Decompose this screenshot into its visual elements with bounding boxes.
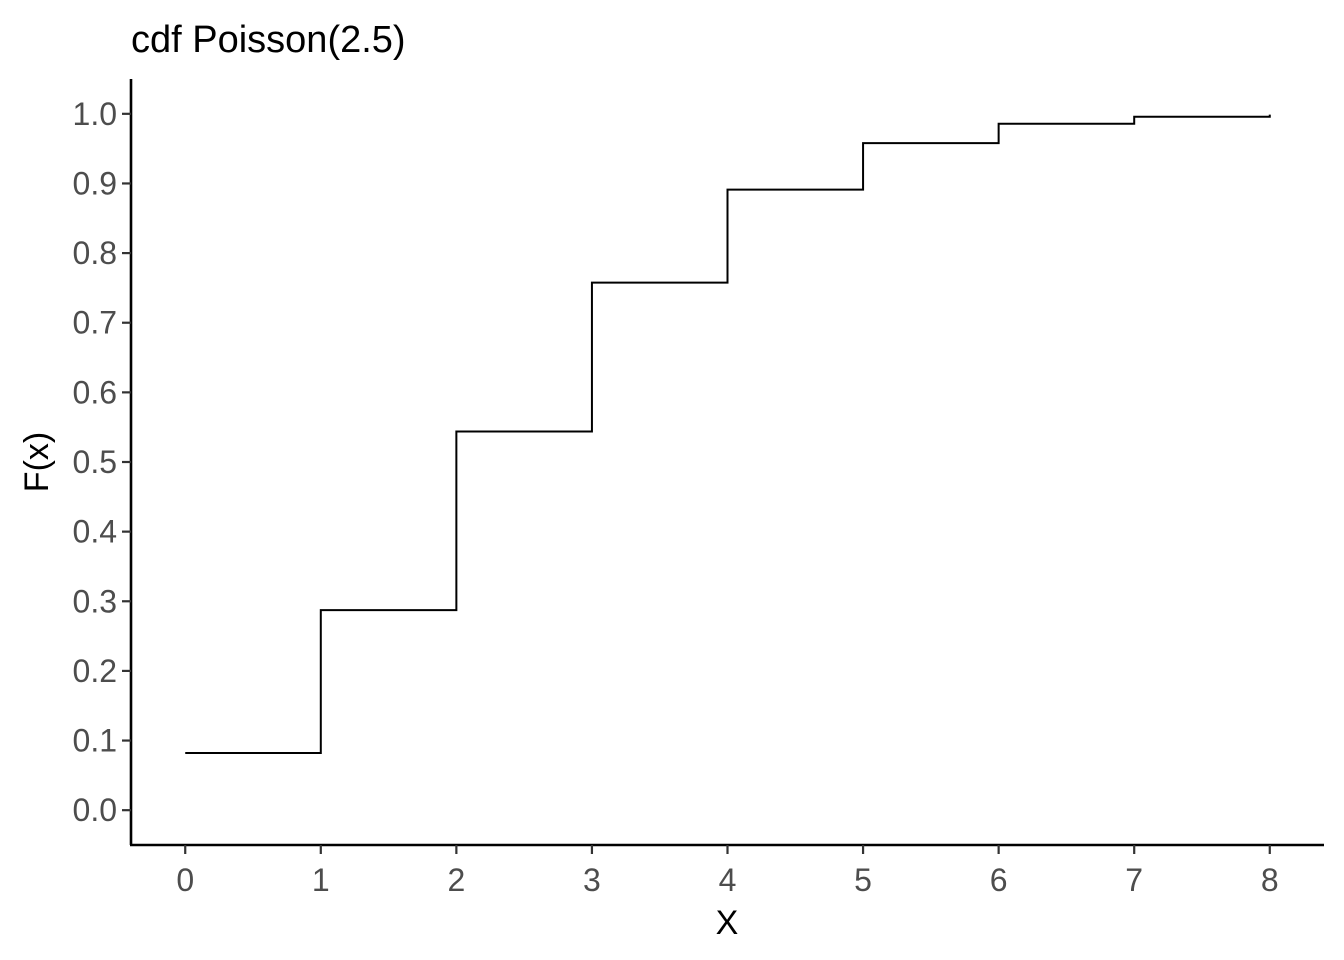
y-axis: 0.0 0.1 0.2 0.3 0.4 0.5 0.6 0.7 0.8 0.9 1.0	[73, 79, 133, 845]
cdf-step-line	[185, 114, 1271, 755]
x-tick-label: 3	[583, 862, 601, 898]
y-tick-label: 0.7	[73, 305, 117, 341]
y-tick-label: 0.4	[73, 514, 117, 550]
y-tick-label: 0.2	[73, 653, 117, 689]
y-tick-label: 0.0	[73, 792, 117, 828]
x-tick-label: 1	[312, 862, 330, 898]
y-tick-label: 0.8	[73, 235, 117, 271]
y-tick-label: 0.5	[73, 444, 117, 480]
x-axis: 0 1 2 3 4 5 6 7 8	[130, 843, 1324, 898]
x-axis-title: X	[716, 904, 739, 942]
x-tick-label: 8	[1261, 862, 1279, 898]
y-tick-label: 1.0	[73, 96, 117, 132]
y-tick-label: 0.3	[73, 583, 117, 619]
series-group	[185, 114, 1271, 755]
x-tick-label: 2	[447, 862, 465, 898]
y-axis-title: F(x)	[18, 432, 56, 492]
x-tick-label: 5	[854, 862, 872, 898]
chart-title: cdf Poisson(2.5)	[131, 19, 406, 61]
x-tick-label: 4	[719, 862, 737, 898]
y-tick-label: 0.9	[73, 165, 117, 201]
y-tick-label: 0.6	[73, 374, 117, 410]
x-tick-label: 7	[1125, 862, 1143, 898]
x-tick-label: 6	[990, 862, 1008, 898]
y-tick-label: 0.1	[73, 723, 117, 759]
x-tick-label: 0	[176, 862, 194, 898]
